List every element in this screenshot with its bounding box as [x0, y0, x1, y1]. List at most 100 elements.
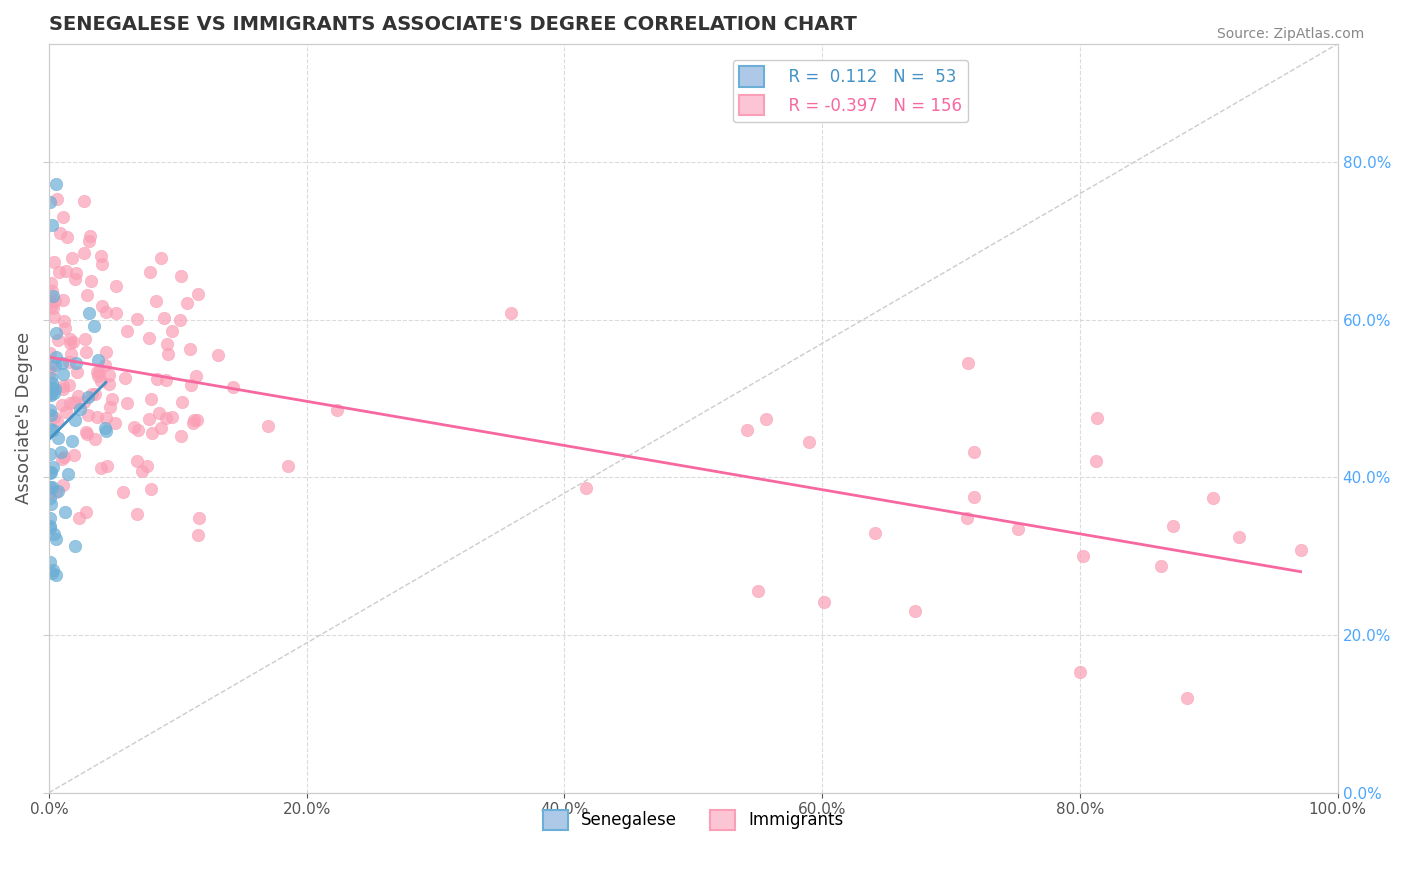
Immigrants — [39, 299, 62, 313]
Senegalese — [83, 318, 105, 333]
Immigrants — [181, 417, 204, 431]
Immigrants — [39, 295, 62, 310]
Immigrants — [42, 310, 65, 324]
Immigrants — [1085, 410, 1108, 425]
Immigrants — [115, 396, 138, 410]
Immigrants — [52, 478, 75, 492]
Senegalese — [45, 178, 67, 192]
Immigrants — [755, 412, 778, 426]
Senegalese — [39, 408, 62, 422]
Immigrants — [97, 368, 120, 383]
Immigrants — [169, 428, 191, 442]
Immigrants — [75, 505, 97, 519]
Immigrants — [42, 410, 65, 425]
Senegalese — [39, 388, 62, 402]
Immigrants — [72, 394, 94, 409]
Immigrants — [73, 332, 96, 346]
Immigrants — [60, 251, 83, 265]
Immigrants — [172, 395, 194, 409]
Immigrants — [150, 421, 173, 435]
Senegalese — [65, 356, 87, 370]
Immigrants — [76, 408, 98, 422]
Senegalese — [41, 376, 63, 390]
Immigrants — [176, 296, 198, 310]
Immigrants — [799, 435, 821, 450]
Immigrants — [963, 490, 986, 504]
Immigrants — [135, 459, 157, 474]
Senegalese — [41, 480, 63, 494]
Senegalese — [93, 421, 115, 435]
Immigrants — [156, 347, 179, 361]
Senegalese — [42, 564, 65, 578]
Immigrants — [46, 334, 69, 348]
Immigrants — [39, 346, 62, 360]
Immigrants — [66, 365, 89, 379]
Senegalese — [44, 386, 66, 401]
Immigrants — [139, 265, 162, 279]
Immigrants — [149, 252, 172, 266]
Immigrants — [125, 312, 148, 326]
Senegalese — [38, 466, 60, 480]
Immigrants — [77, 234, 100, 248]
Immigrants — [42, 255, 65, 269]
Immigrants — [41, 284, 63, 298]
Immigrants — [148, 405, 170, 419]
Senegalese — [39, 194, 62, 209]
Immigrants — [865, 525, 887, 540]
Immigrants — [1161, 519, 1184, 533]
Senegalese — [39, 387, 62, 401]
Immigrants — [735, 423, 758, 437]
Immigrants — [91, 257, 114, 271]
Immigrants — [98, 400, 121, 414]
Immigrants — [499, 306, 522, 320]
Immigrants — [207, 348, 229, 362]
Text: Source: ZipAtlas.com: Source: ZipAtlas.com — [1216, 27, 1364, 41]
Immigrants — [1007, 522, 1029, 536]
Senegalese — [39, 519, 62, 533]
Immigrants — [138, 412, 160, 426]
Text: SENEGALESE VS IMMIGRANTS ASSOCIATE'S DEGREE CORRELATION CHART: SENEGALESE VS IMMIGRANTS ASSOCIATE'S DEG… — [49, 15, 856, 34]
Immigrants — [63, 394, 86, 409]
Senegalese — [87, 353, 110, 368]
Immigrants — [127, 423, 149, 437]
Immigrants — [90, 249, 112, 263]
Immigrants — [904, 604, 927, 618]
Immigrants — [125, 508, 148, 522]
Immigrants — [325, 402, 347, 417]
Immigrants — [39, 359, 62, 374]
Immigrants — [574, 482, 596, 496]
Immigrants — [105, 279, 128, 293]
Senegalese — [38, 447, 60, 461]
Immigrants — [100, 392, 122, 406]
Immigrants — [67, 511, 90, 525]
Immigrants — [52, 293, 75, 307]
Senegalese — [60, 434, 83, 449]
Immigrants — [45, 485, 67, 500]
Immigrants — [115, 324, 138, 338]
Immigrants — [93, 358, 115, 372]
Immigrants — [56, 230, 79, 244]
Immigrants — [45, 192, 67, 206]
Senegalese — [41, 423, 63, 437]
Immigrants — [183, 413, 205, 427]
Immigrants — [98, 377, 121, 392]
Senegalese — [41, 218, 63, 232]
Immigrants — [51, 398, 73, 412]
Immigrants — [179, 343, 201, 357]
Immigrants — [48, 265, 70, 279]
Legend: Senegalese, Immigrants: Senegalese, Immigrants — [536, 803, 851, 837]
Immigrants — [187, 287, 209, 301]
Immigrants — [1084, 454, 1107, 468]
Senegalese — [42, 289, 65, 303]
Immigrants — [187, 528, 209, 542]
Senegalese — [53, 505, 76, 519]
Senegalese — [38, 422, 60, 436]
Immigrants — [83, 386, 105, 401]
Senegalese — [45, 326, 67, 340]
Immigrants — [139, 482, 162, 496]
Immigrants — [153, 311, 176, 326]
Immigrants — [141, 425, 163, 440]
Immigrants — [1071, 549, 1094, 563]
Immigrants — [90, 374, 112, 388]
Immigrants — [155, 373, 177, 387]
